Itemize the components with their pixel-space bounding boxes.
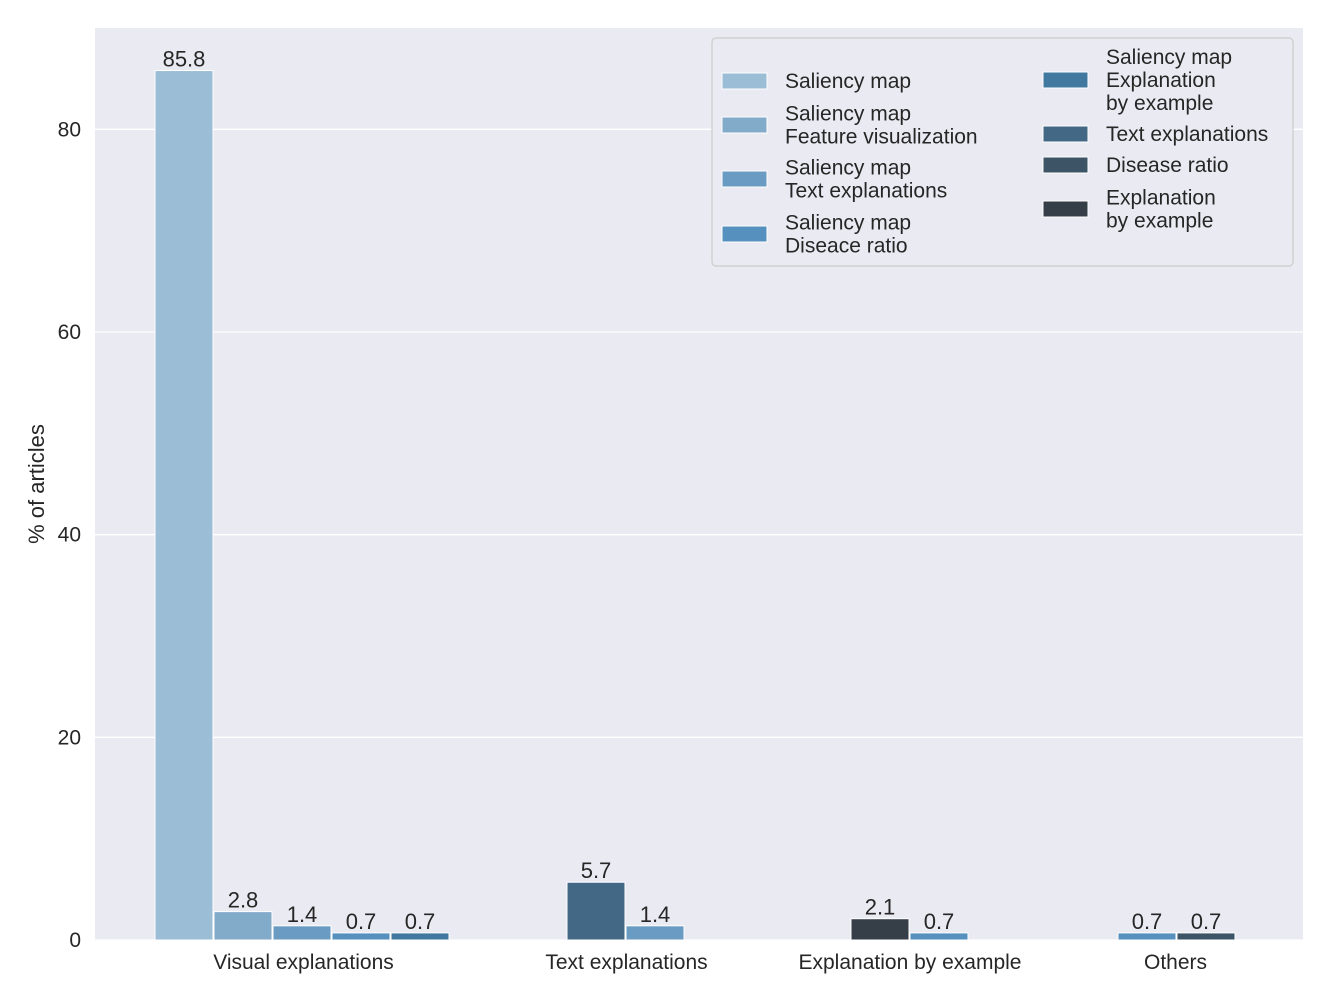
legend-label: Explanation — [1106, 187, 1216, 210]
bar — [625, 925, 685, 941]
bar — [331, 932, 391, 941]
legend-label: Disease ratio — [1106, 154, 1229, 177]
legend-label: by example — [1106, 210, 1213, 233]
legend-label: Saliency map — [785, 103, 911, 126]
legend-swatch — [1042, 200, 1089, 218]
legend-label: Saliency map — [1106, 46, 1232, 69]
bar — [213, 911, 273, 941]
y-tick-label: 60 — [58, 321, 81, 344]
legend-label: Feature visualization — [785, 126, 978, 149]
bar-value-label: 1.4 — [640, 902, 671, 927]
legend-item[interactable]: Disease ratio — [1042, 154, 1229, 177]
y-tick-label: 0 — [69, 929, 81, 952]
x-tick-label: Visual explanations — [213, 951, 394, 974]
legend-swatch — [1042, 125, 1089, 143]
bar — [272, 925, 332, 941]
legend-label: Saliency map — [785, 157, 911, 180]
bars — [154, 70, 1236, 941]
y-axis-label: % of articles — [24, 424, 49, 544]
bar-value-label: 2.1 — [865, 895, 896, 920]
x-tick-label: Explanation by example — [799, 951, 1022, 974]
legend-item[interactable]: Text explanations — [1042, 123, 1268, 146]
legend-label: by example — [1106, 92, 1213, 115]
legend-box — [711, 37, 1294, 267]
legend-label: Saliency map — [785, 70, 911, 93]
legend-swatch — [721, 225, 768, 243]
bar — [850, 918, 910, 941]
bar — [390, 932, 450, 941]
x-tick-label: Others — [1144, 951, 1207, 974]
y-axis: 0 20 40 60 80 — [58, 118, 81, 952]
y-tick-label: 40 — [58, 524, 81, 547]
legend-swatch — [1042, 71, 1089, 89]
legend-swatch — [1042, 156, 1089, 174]
bar — [1176, 932, 1236, 941]
bar — [1117, 932, 1177, 941]
bar-value-label: 0.7 — [1132, 909, 1163, 934]
y-tick-label: 80 — [58, 118, 81, 141]
legend-swatch — [721, 72, 768, 90]
legend-label: Saliency map — [785, 212, 911, 235]
bar-value-label: 85.8 — [163, 47, 206, 72]
bar-value-label: 2.8 — [228, 888, 259, 913]
bar — [909, 932, 969, 941]
legend-swatch — [721, 170, 768, 188]
bar-value-label: 5.7 — [581, 858, 612, 883]
bar — [154, 70, 214, 941]
bar-value-label: 0.7 — [924, 909, 955, 934]
legend-label: Text explanations — [1106, 123, 1268, 146]
bar-value-label: 0.7 — [1191, 909, 1222, 934]
bar-value-label: 0.7 — [346, 909, 377, 934]
bar-value-label: 1.4 — [287, 902, 318, 927]
bar — [566, 881, 626, 941]
x-tick-label: Text explanations — [545, 951, 707, 974]
x-axis: Visual explanations Text explanations Expl… — [213, 951, 1207, 974]
legend-item[interactable]: Saliency map — [721, 70, 911, 93]
legend-label: Explanation — [1106, 69, 1216, 92]
bar-value-label: 0.7 — [405, 909, 436, 934]
legend-label: Text explanations — [785, 180, 947, 203]
legend-label: Diseace ratio — [785, 235, 908, 258]
data-labels: 85.8 2.8 1.4 1.4 0.7 0.7 0.7 0.7 5.7 0.7 2.1 — [163, 47, 1222, 934]
legend-swatch — [721, 116, 768, 134]
y-tick-label: 20 — [58, 726, 81, 749]
